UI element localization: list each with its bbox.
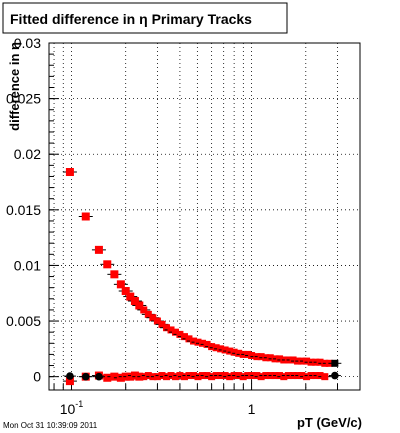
data-point <box>130 371 139 380</box>
data-point <box>153 317 161 325</box>
data-point <box>289 356 297 364</box>
data-point <box>94 245 103 254</box>
title-box <box>2 2 288 34</box>
data-point <box>126 372 135 381</box>
data-point <box>176 372 184 380</box>
y-tick-label: 0 <box>33 369 41 385</box>
data-point <box>163 324 171 332</box>
data-point <box>203 340 211 348</box>
data-points <box>62 168 342 386</box>
data-point <box>116 280 125 289</box>
data-point <box>221 346 229 354</box>
data-point <box>221 372 229 380</box>
data-point <box>130 297 139 306</box>
data-point <box>81 212 90 221</box>
data-point <box>163 373 171 381</box>
x-tick-label: 1 <box>248 401 256 417</box>
data-point <box>321 373 329 381</box>
data-point <box>199 339 207 347</box>
data-point <box>66 372 74 380</box>
y-axis-ticks: 0 0.005 0.01 0.015 0.02 0.025 0.03 <box>6 35 59 385</box>
data-point <box>171 373 179 381</box>
timestamp: Mon Oct 31 10:39:09 2011 <box>3 421 98 430</box>
y-tick-label: 0.015 <box>6 202 41 218</box>
y-tick-label: 0.025 <box>6 91 41 107</box>
y-axis-label: difference in η <box>7 42 22 131</box>
data-point <box>253 372 261 380</box>
x-axis-label: pT (GeV/c) <box>297 415 362 430</box>
data-point <box>167 326 175 334</box>
data-point <box>239 373 247 381</box>
grid-lines <box>49 42 361 390</box>
data-point <box>266 354 274 362</box>
data-point <box>194 373 202 381</box>
data-point <box>190 372 198 380</box>
data-point <box>167 372 175 380</box>
data-point <box>257 373 265 381</box>
data-point <box>248 352 256 360</box>
data-point <box>140 373 148 381</box>
data-point <box>217 345 225 353</box>
data-point <box>65 377 74 386</box>
data-point <box>316 372 324 380</box>
data-point <box>203 372 211 380</box>
plot-frame <box>48 42 361 391</box>
data-point <box>158 372 166 380</box>
data-point <box>331 359 339 367</box>
data-point <box>303 357 311 365</box>
data-point <box>95 372 103 381</box>
data-point <box>244 350 252 358</box>
data-point <box>180 333 188 341</box>
data-point <box>149 314 157 322</box>
data-point <box>81 372 90 381</box>
x-tick-label: 10-1 <box>60 399 84 417</box>
data-point <box>153 373 161 381</box>
data-point <box>121 287 130 296</box>
y-tick-label: 0.03 <box>14 35 41 51</box>
data-point <box>190 337 198 345</box>
data-point <box>140 306 148 314</box>
data-point <box>171 328 179 336</box>
data-point <box>144 310 152 318</box>
data-point <box>180 373 188 381</box>
data-point <box>135 301 144 310</box>
data-point <box>103 373 112 382</box>
data-point <box>110 372 119 381</box>
x-axis-ticks: 10-1 1 <box>53 380 361 417</box>
data-point <box>230 348 238 356</box>
data-point <box>103 260 112 269</box>
y-tick-label: 0.005 <box>6 313 41 329</box>
y-tick-label: 0.02 <box>14 146 41 162</box>
data-point <box>331 371 339 380</box>
data-point <box>208 373 216 381</box>
y-tick-label: 0.01 <box>14 257 41 273</box>
data-point <box>185 335 193 343</box>
data-point <box>194 338 202 346</box>
data-point <box>235 372 243 380</box>
data-point <box>158 320 166 328</box>
data-point <box>298 372 306 380</box>
data-point <box>226 347 234 355</box>
data-point <box>276 355 284 363</box>
data-point <box>280 373 288 381</box>
data-point <box>176 330 184 338</box>
data-point <box>116 373 125 382</box>
data-point <box>212 344 220 352</box>
chart-title: Fitted difference in η Primary Tracks <box>10 11 252 27</box>
data-point <box>303 373 311 381</box>
data-point <box>235 349 243 357</box>
data-point <box>226 373 234 381</box>
data-point <box>208 343 216 351</box>
data-point <box>257 353 265 361</box>
data-point <box>110 270 119 279</box>
data-point <box>144 372 152 380</box>
data-point <box>276 372 284 380</box>
data-point <box>316 358 324 366</box>
data-point <box>126 292 135 301</box>
data-point <box>65 168 74 177</box>
